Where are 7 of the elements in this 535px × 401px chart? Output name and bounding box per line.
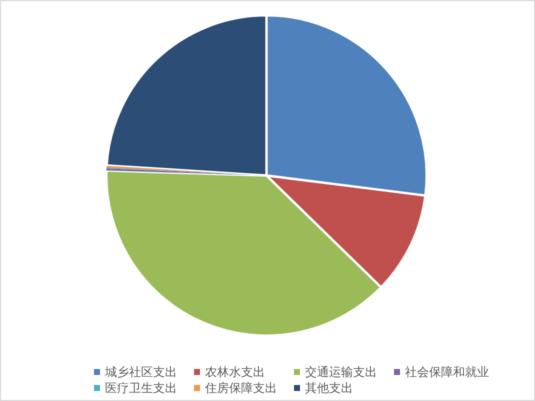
- legend-label: 住房保障支出: [205, 381, 277, 395]
- legend-label: 交通运输支出: [305, 365, 377, 379]
- legend-label: 农林水支出: [205, 365, 265, 379]
- legend-label: 医疗卫生支出: [105, 381, 177, 395]
- legend-label: 其他支出: [305, 381, 353, 395]
- legend-label: 城乡社区支出: [105, 365, 177, 379]
- legend-label: 社会保障和就业: [405, 365, 489, 379]
